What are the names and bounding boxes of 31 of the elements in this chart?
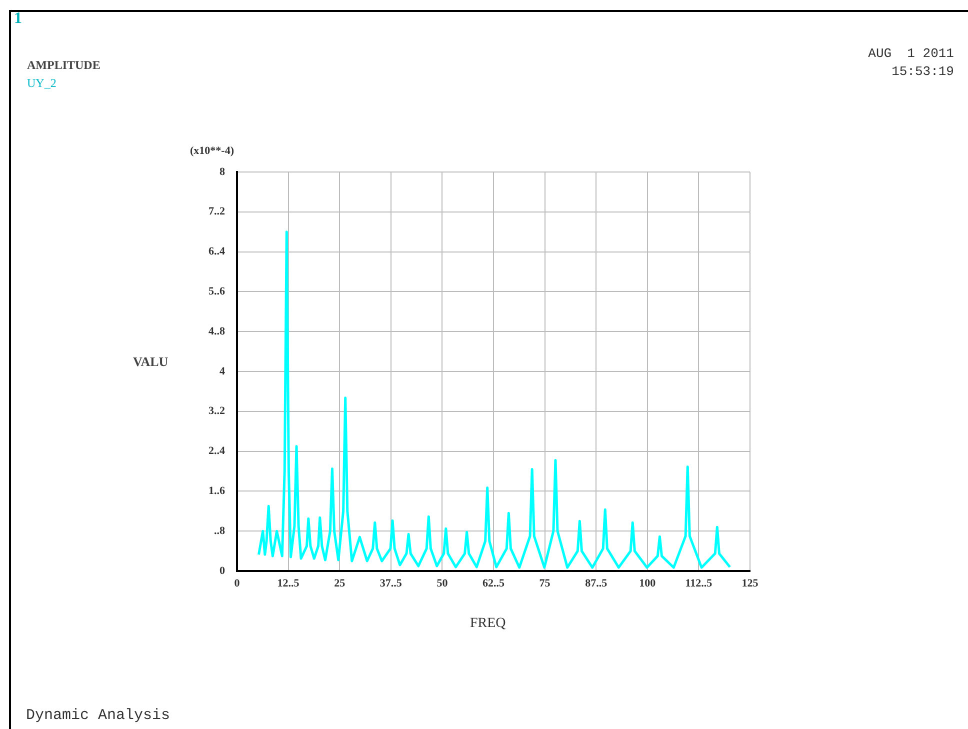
- x-tick-label: 12..5: [277, 577, 300, 590]
- text: AUG 1 2011: [868, 46, 954, 61]
- x-tick-label: 50: [436, 577, 448, 590]
- y-tick-label: 6..4: [208, 246, 226, 258]
- x-tick-label: 87..5: [585, 577, 608, 590]
- y-tick-label: 8: [220, 166, 226, 178]
- y-tick-label: ..8: [214, 524, 226, 537]
- x-tick-label: 0: [234, 577, 240, 590]
- y-tick-label: 3..2: [208, 405, 226, 418]
- x-axis-title: FREQ: [470, 616, 506, 632]
- x-tick-label: 125: [742, 577, 759, 590]
- x-tick-label: 37..5: [380, 577, 402, 590]
- x-tick-label: 25: [334, 577, 346, 590]
- y-tick-label: 0: [220, 564, 226, 577]
- text: Dynamic Analysis: [26, 707, 170, 724]
- text: AMPLITUDE: [27, 58, 100, 73]
- y-tick-label: 4: [220, 365, 226, 378]
- y-tick-label: 2..4: [208, 445, 226, 458]
- y-axis-title: VALU: [133, 354, 168, 370]
- y-tick-label: 1..6: [208, 485, 226, 498]
- x-tick-label: 112..5: [685, 577, 713, 590]
- x-tick-label: 100: [639, 577, 656, 590]
- y-tick-label: 5..6: [208, 286, 226, 298]
- x-tick-label: 62..5: [482, 577, 505, 590]
- text: 1: [14, 10, 22, 28]
- text: UY_2: [27, 76, 56, 91]
- text: 15:53:19: [892, 64, 954, 79]
- text: (x10**-4): [190, 145, 234, 157]
- y-tick-label: 7..2: [208, 206, 226, 218]
- y-tick-label: 4..8: [208, 325, 226, 338]
- x-tick-label: 75: [539, 577, 551, 590]
